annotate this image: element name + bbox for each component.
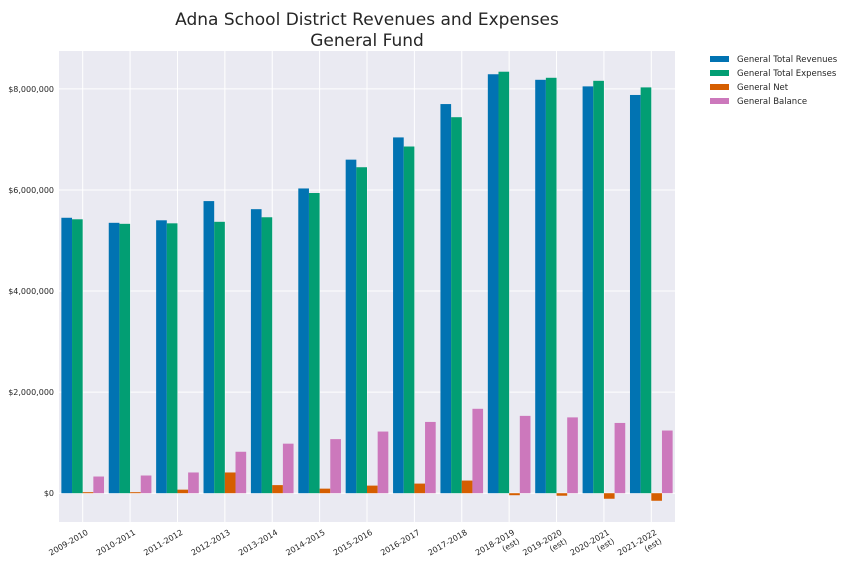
x-tick-label-line: 2016-2017 xyxy=(379,528,421,558)
bar xyxy=(119,223,131,494)
legend-label: General Balance xyxy=(737,97,807,107)
bar xyxy=(556,493,568,496)
chart-title-line: General Fund xyxy=(310,31,424,51)
bar xyxy=(545,77,557,494)
bar xyxy=(582,86,594,494)
legend-swatch xyxy=(710,56,729,62)
x-tick-label-line: 2012-2013 xyxy=(190,528,232,558)
legend: General Total Revenues General Total Expe… xyxy=(710,55,838,107)
x-tick-label: 2009-2010 xyxy=(47,528,89,558)
x-tick-label-line: 2013-2014 xyxy=(237,528,279,558)
x-tick-label: 2011-2012 xyxy=(142,528,184,558)
bar xyxy=(356,167,367,494)
x-tick-label: 2018-2019(est) xyxy=(474,528,521,558)
legend-label: General Total Revenues xyxy=(737,55,838,65)
bar xyxy=(451,117,462,494)
legend-swatch xyxy=(710,98,729,104)
bar xyxy=(319,488,331,494)
bar xyxy=(298,188,309,494)
bar xyxy=(235,451,247,494)
x-tick-label: 2012-2013 xyxy=(190,528,232,558)
y-tick-label: $4,000,000 xyxy=(8,287,54,296)
bar xyxy=(440,104,452,494)
x-tick-label-line: 2011-2012 xyxy=(142,528,184,558)
x-tick-label-line: 2015-2016 xyxy=(332,528,374,558)
legend-label: General Total Expenses xyxy=(737,69,837,79)
bar xyxy=(330,439,341,494)
bar xyxy=(487,74,499,494)
y-axis-ticks: $0 $2,000,000 $4,000,000 $6,000,000 $8,000,0… xyxy=(8,85,54,498)
bar xyxy=(282,443,294,494)
x-tick-label-line: 2009-2010 xyxy=(47,528,89,558)
chart-title: Adna School District Revenues and Expens… xyxy=(175,10,559,51)
x-tick-label: 2021-2022(est) xyxy=(616,528,663,558)
bar xyxy=(535,79,546,494)
bar xyxy=(367,485,378,494)
bar xyxy=(214,221,225,494)
bar xyxy=(472,408,484,494)
x-tick-label-line: 2010-2011 xyxy=(95,528,137,558)
bar xyxy=(603,493,615,499)
bar xyxy=(250,209,262,494)
x-tick-label: 2015-2016 xyxy=(332,528,374,558)
bar xyxy=(72,219,83,494)
bar xyxy=(93,476,105,494)
bar xyxy=(661,430,673,494)
x-tick-label: 2019-2020(est) xyxy=(521,528,568,558)
bars xyxy=(61,71,673,501)
bar xyxy=(593,80,604,494)
x-tick-label: 2016-2017 xyxy=(379,528,421,558)
bar xyxy=(393,137,404,494)
bar xyxy=(509,493,520,496)
bar xyxy=(61,217,73,494)
bar xyxy=(461,480,473,494)
bar xyxy=(414,483,426,494)
y-tick-label: $8,000,000 xyxy=(8,85,54,94)
bar xyxy=(203,201,215,494)
x-tick-label-line: 2017-2018 xyxy=(427,528,469,558)
bar xyxy=(130,492,141,494)
legend-label: General Net xyxy=(737,83,789,93)
bar xyxy=(188,472,199,494)
y-tick-label: $6,000,000 xyxy=(8,186,54,195)
x-tick-label: 2010-2011 xyxy=(95,528,137,558)
x-tick-label: 2017-2018 xyxy=(427,528,469,558)
bar xyxy=(567,417,578,494)
bar xyxy=(140,475,152,494)
bar xyxy=(261,217,273,494)
bar xyxy=(498,71,510,494)
x-tick-label: 2014-2015 xyxy=(284,528,326,558)
y-tick-label: $0 xyxy=(44,489,54,498)
bar xyxy=(345,159,357,494)
bar xyxy=(519,415,531,494)
legend-swatch xyxy=(710,70,729,76)
bar xyxy=(166,223,178,494)
bar xyxy=(640,87,652,494)
chart-title-line: Adna School District Revenues and Expens… xyxy=(175,10,559,30)
bar xyxy=(403,146,415,494)
x-tick-label: 2013-2014 xyxy=(237,528,279,558)
x-tick-label-line: 2014-2015 xyxy=(284,528,326,558)
bar xyxy=(651,493,662,501)
bar xyxy=(108,222,120,494)
bar xyxy=(425,421,436,494)
bar xyxy=(82,492,94,494)
bar xyxy=(224,472,236,494)
x-tick-label: 2020-2021(est) xyxy=(569,528,616,558)
bar xyxy=(377,431,389,494)
bar xyxy=(177,489,189,494)
y-tick-label: $2,000,000 xyxy=(8,388,54,397)
x-axis-ticks: 2009-2010 2010-2011 2011-2012 2012-2013 2013… xyxy=(47,528,663,558)
bar xyxy=(308,193,320,494)
bar xyxy=(156,220,167,494)
bar xyxy=(272,485,283,494)
bar xyxy=(614,422,626,494)
bar xyxy=(629,94,641,494)
legend-swatch xyxy=(710,84,729,90)
